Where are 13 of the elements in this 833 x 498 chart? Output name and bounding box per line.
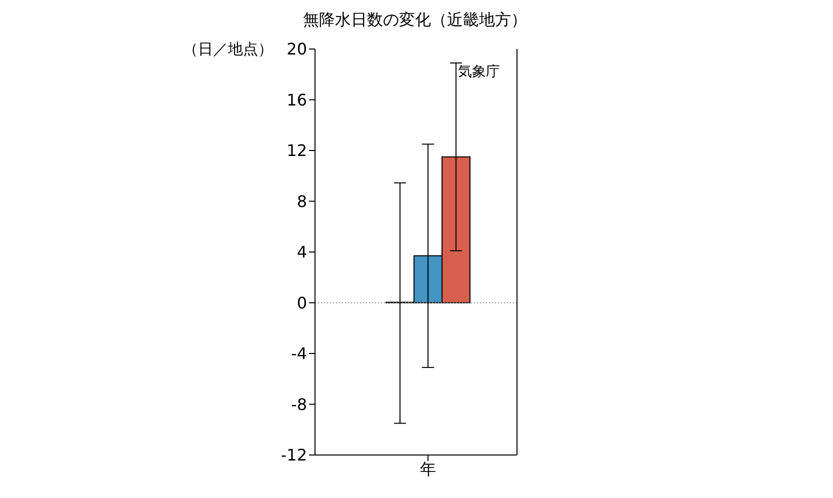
y-tick-label: 4 xyxy=(296,242,307,262)
y-tick-label: 16 xyxy=(286,90,307,110)
source-note: 気象庁 xyxy=(458,63,500,81)
y-tick-label: 20 xyxy=(286,40,307,59)
y-tick-label: 0 xyxy=(296,293,307,312)
y-axis-title: （日／地点） xyxy=(182,40,273,59)
y-tick-label: -12 xyxy=(280,446,307,465)
chart-title: 無降水日数の変化（近畿地方） xyxy=(302,10,528,31)
x-tick-label: 年 xyxy=(420,459,436,478)
y-tick-label: 8 xyxy=(296,192,307,211)
y-tick-label: -8 xyxy=(291,394,307,414)
y-tick-label: -4 xyxy=(291,344,307,364)
y-tick-label: 12 xyxy=(286,141,307,160)
